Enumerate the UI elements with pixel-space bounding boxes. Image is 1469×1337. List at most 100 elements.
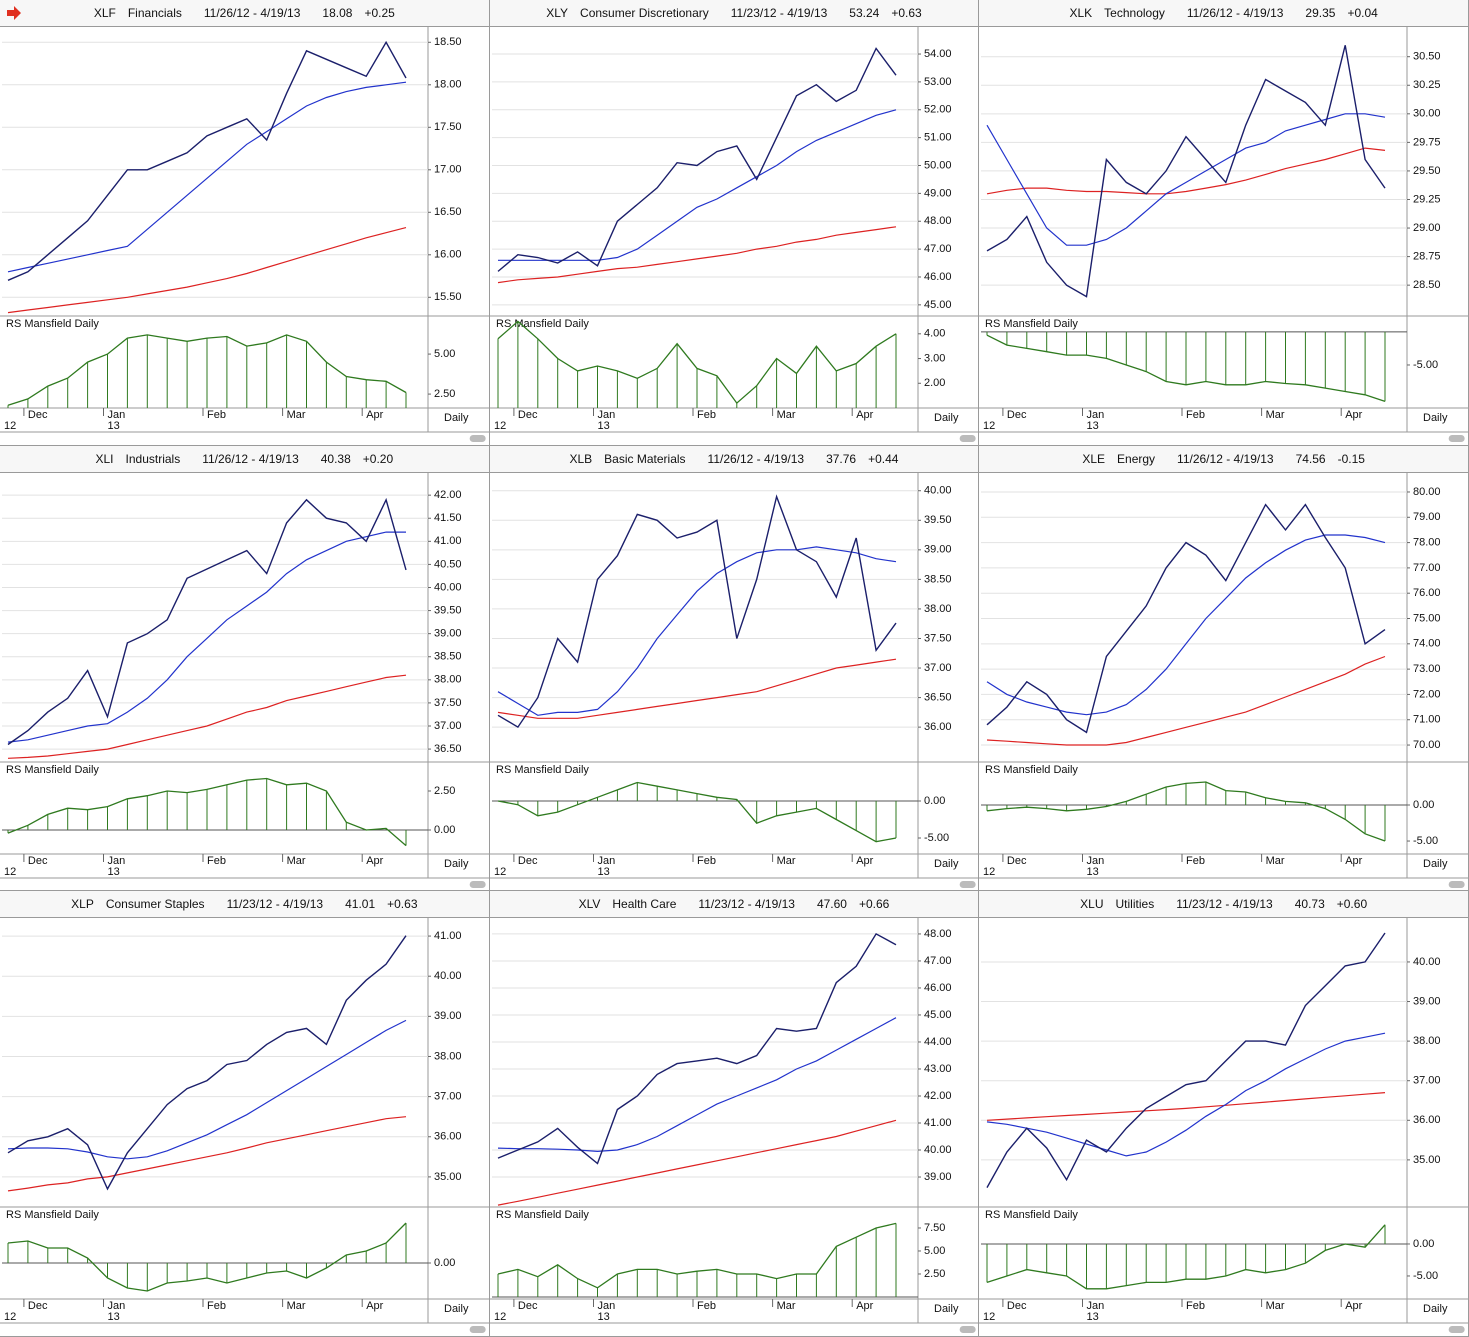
y-tick-label: 48.00 (924, 215, 952, 227)
scrollbar[interactable] (1448, 435, 1465, 442)
chart-header: XLU Utilities 11/23/12 - 4/19/13 40.73 +0.60 (979, 891, 1468, 919)
y-tick-label: 17.00 (434, 164, 462, 176)
price-line (986, 932, 1386, 1189)
y-tick-label: 38.50 (434, 650, 462, 662)
x-tick-label: Jan (1087, 409, 1105, 421)
x-tick-label: Apr (856, 855, 873, 867)
y-tick-label: 47.00 (924, 243, 952, 255)
y-tick-label: 39.50 (434, 604, 462, 616)
y-tick-label: 45.00 (924, 299, 952, 311)
rs-tick-label: 5.00 (434, 348, 455, 360)
rs-tick-label: -5.00 (924, 832, 949, 844)
price-line (7, 1020, 407, 1160)
rs-line (987, 780, 1386, 842)
y-tick-label: 28.75 (1413, 251, 1441, 263)
y-tick-label: 78.00 (1413, 536, 1441, 548)
rs-line (497, 320, 897, 405)
rs-line (7, 777, 407, 846)
scrollbar[interactable] (469, 880, 486, 888)
x-tick-label: Dec (1007, 409, 1027, 421)
price-line (497, 109, 896, 261)
x-tick-label: Jan (597, 1300, 615, 1312)
y-tick-label: 40.00 (434, 970, 462, 982)
price-line (7, 497, 407, 745)
year-label: 13 (108, 420, 120, 432)
sector-name: Consumer Discretionary (580, 6, 709, 20)
rs-tick-label: 7.50 (924, 1222, 945, 1234)
ticker: XLV (578, 897, 601, 912)
scrollbar[interactable] (959, 435, 976, 442)
y-tick-label: 71.00 (1413, 713, 1441, 725)
price-line (7, 674, 407, 759)
x-tick-label: Jan (108, 855, 126, 867)
scrollbar[interactable] (469, 435, 486, 442)
x-tick-label: Feb (697, 855, 716, 867)
x-tick-label: Mar (1266, 855, 1285, 867)
price-line (497, 1120, 896, 1207)
price-line (7, 227, 407, 314)
chart-body: 39.00 40.00 41.00 42.00 43.00 44.00 45.00 46.00… (489, 918, 979, 1334)
price-change: +0.63 (891, 6, 922, 20)
chart-header: XLF Financials 11/26/12 - 4/19/13 18.08 +0.2… (0, 0, 489, 27)
y-tick-label: 52.00 (924, 104, 952, 116)
year-label: 13 (1087, 1311, 1099, 1323)
y-tick-label: 18.50 (434, 36, 462, 48)
price-line (497, 1017, 896, 1153)
ticker: XLE (1082, 451, 1106, 466)
scrollbar[interactable] (959, 880, 976, 888)
y-tick-label: 41.00 (434, 930, 462, 942)
rs-tick-label: 2.50 (434, 388, 455, 400)
price-line (7, 935, 407, 1191)
year-label: 12 (494, 866, 506, 878)
y-tick-label: 16.00 (434, 249, 462, 261)
chart-panel: XLK Technology 11/26/12 - 4/19/13 29.35 +0.0… (979, 0, 1469, 446)
y-tick-label: 80.00 (1413, 486, 1441, 498)
arrow-icon[interactable] (6, 6, 22, 20)
year-label: 13 (108, 866, 120, 878)
sector-name: Energy (1117, 451, 1156, 466)
sector-name: Technology (1104, 6, 1165, 20)
price-line (987, 1092, 1386, 1122)
price-line (7, 1116, 407, 1192)
year-label: 12 (983, 420, 995, 432)
x-tick-label: Mar (287, 855, 306, 867)
y-tick-label: 30.00 (1413, 108, 1441, 120)
y-tick-label: 51.00 (924, 132, 952, 144)
x-tick-label: Feb (1186, 409, 1205, 421)
price-line (7, 40, 407, 281)
y-tick-label: 41.50 (434, 512, 462, 524)
period-label: Daily (444, 1303, 469, 1315)
chart-panel: XLY Consumer Discretionary 11/23/12 - 4/19… (489, 0, 980, 446)
scrollbar[interactable] (469, 1326, 486, 1334)
scrollbar[interactable] (1448, 880, 1465, 888)
x-tick-label: Mar (287, 1300, 306, 1312)
period-label: Daily (1423, 858, 1448, 870)
x-tick-label: Apr (856, 1300, 873, 1312)
date-range: 11/26/12 - 4/19/13 (203, 6, 301, 20)
chart-header: XLY Consumer Discretionary 11/23/12 - 4/19… (489, 0, 979, 27)
scrollbar[interactable] (959, 1326, 976, 1334)
scrollbar[interactable] (1448, 1326, 1465, 1334)
rs-line (987, 334, 1386, 403)
price-change: +0.60 (1336, 897, 1368, 912)
date-range: 11/23/12 - 4/19/13 (1176, 897, 1273, 912)
ticker: XLY (546, 6, 569, 20)
price-line (986, 502, 1386, 734)
y-tick-label: 39.00 (434, 1011, 462, 1023)
last-price: 18.08 (322, 6, 353, 20)
price-line (987, 534, 1386, 715)
last-price: 47.60 (816, 897, 847, 912)
x-tick-label: Dec (28, 855, 48, 867)
chart-body: 45.00 46.00 47.00 48.00 49.00 50.00 51.00 52.00… (489, 27, 979, 442)
rs-title: RS Mansfield Daily (6, 764, 99, 776)
chart-panel: XLF Financials 11/26/12 - 4/19/13 18.08 +0.2… (0, 0, 490, 446)
y-tick-label: 45.00 (924, 1009, 952, 1021)
rs-line (497, 781, 896, 843)
x-tick-label: Feb (1186, 1300, 1205, 1312)
x-tick-label: Feb (1186, 855, 1205, 867)
y-tick-label: 18.00 (434, 79, 462, 91)
x-tick-label: Dec (518, 855, 538, 867)
x-tick-label: Feb (207, 855, 226, 867)
rs-tick-label: -5.00 (1413, 835, 1438, 847)
period-label: Daily (1423, 1303, 1448, 1315)
